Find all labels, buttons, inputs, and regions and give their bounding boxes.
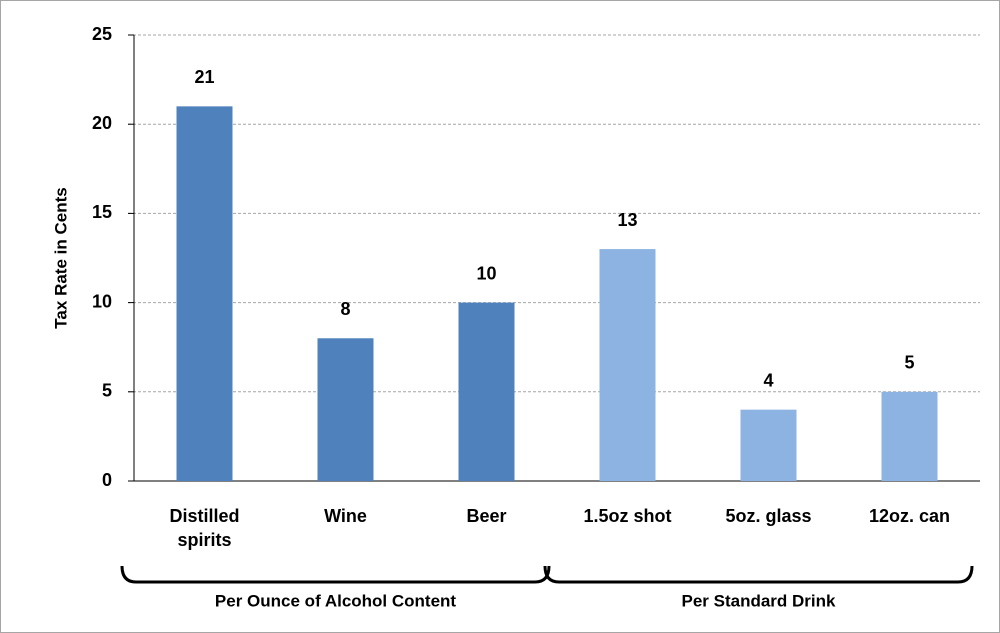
bar xyxy=(740,409,797,481)
group-label: Per Ounce of Alcohol Content xyxy=(215,591,456,610)
x-tick-label: 1.5oz shot xyxy=(583,506,672,526)
x-tick-label: 12oz. can xyxy=(868,506,951,526)
bar xyxy=(458,302,515,481)
x-tick-label: Beer xyxy=(466,506,507,526)
group-label: Per Standard Drink xyxy=(682,591,837,610)
group-bracket xyxy=(543,565,974,584)
y-tick-label: 20 xyxy=(92,113,112,133)
y-axis-title: Tax Rate in Cents xyxy=(51,187,70,328)
x-tick-label: Distilled spirits xyxy=(169,506,240,550)
y-tick-label: 10 xyxy=(92,291,112,311)
value-label: 8 xyxy=(340,299,350,319)
value-label: 10 xyxy=(476,263,496,283)
bar xyxy=(317,338,374,481)
y-tick-label: 15 xyxy=(92,202,112,222)
value-label: 4 xyxy=(763,370,773,390)
x-tick-label: 5oz. glass xyxy=(725,506,812,526)
bar xyxy=(881,391,938,481)
y-tick-label: 0 xyxy=(102,470,112,490)
value-label: 21 xyxy=(194,67,214,87)
bar xyxy=(599,249,656,481)
x-tick-label: Wine xyxy=(324,506,367,526)
bar xyxy=(176,106,233,482)
y-tick-label: 25 xyxy=(92,24,112,44)
y-tick-label: 5 xyxy=(102,381,112,401)
value-label: 5 xyxy=(904,353,914,373)
value-label: 13 xyxy=(617,210,637,230)
